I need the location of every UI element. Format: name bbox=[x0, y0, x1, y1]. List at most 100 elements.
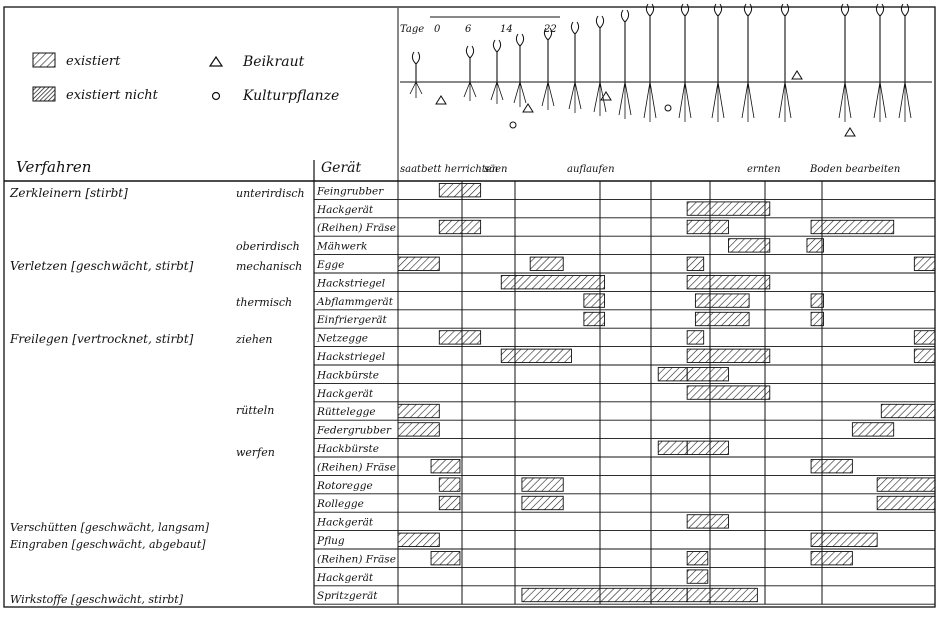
phase-label-boden: Boden bearbeiten bbox=[809, 164, 900, 175]
treatment-bar bbox=[686, 569, 709, 584]
device-label: (Reihen) Fräse bbox=[317, 553, 396, 565]
legend-label-exists: existiert bbox=[66, 54, 121, 69]
plant-root bbox=[513, 81, 527, 107]
timeline-tick-22: 22 bbox=[543, 24, 557, 35]
device-label: Hackstriegel bbox=[316, 277, 385, 289]
device-label: Abflammgerät bbox=[316, 296, 394, 308]
weed-triangle-icon bbox=[208, 55, 224, 67]
mode-thermisch: thermisch bbox=[236, 296, 292, 309]
treatment-bar bbox=[521, 477, 564, 492]
treatment-bar bbox=[810, 219, 895, 235]
treatment-grid: Feingrubber Hackgerät (Reihen) Fräse Mähwer… bbox=[4, 8, 936, 605]
phase-label-auflaufen: auflaufen bbox=[567, 164, 615, 175]
weed-triangle-icon bbox=[844, 127, 856, 137]
treatment-bar bbox=[686, 440, 729, 455]
device-label: Hackbürste bbox=[316, 443, 379, 455]
treatment-bar bbox=[500, 275, 605, 290]
plant-root bbox=[838, 81, 852, 122]
treatment-bar bbox=[438, 219, 482, 235]
legend-swatch-not-exists bbox=[32, 86, 56, 102]
header-geraet: Gerät bbox=[321, 160, 362, 176]
plant-leaf bbox=[543, 27, 553, 41]
weed-triangle-icon bbox=[435, 95, 447, 105]
treatment-bar bbox=[438, 330, 482, 345]
mode-ziehen: ziehen bbox=[235, 333, 273, 346]
device-label: Spritzgerät bbox=[317, 590, 378, 602]
treatment-bar bbox=[397, 532, 440, 547]
device-label: Federgrubber bbox=[316, 425, 392, 437]
plant-leaf bbox=[840, 3, 850, 17]
plant-leaf bbox=[645, 3, 655, 17]
treatment-bar bbox=[810, 459, 853, 474]
plant-root bbox=[568, 81, 582, 113]
device-label: Hackgerät bbox=[316, 517, 374, 529]
weed-triangle-icon bbox=[522, 103, 534, 113]
plant-root bbox=[898, 81, 912, 122]
treatment-bar bbox=[728, 238, 771, 253]
plant-leaf bbox=[680, 3, 690, 17]
treatment-bar bbox=[686, 256, 705, 271]
treatment-bar bbox=[583, 293, 605, 308]
treatment-bar bbox=[430, 459, 461, 474]
weed-triangle-icon bbox=[791, 70, 803, 80]
device-label: (Reihen) Fräse bbox=[317, 222, 396, 234]
treatment-bar bbox=[686, 201, 771, 216]
timeline-tick-14: 14 bbox=[500, 24, 513, 35]
procedure-zerkleinern: Zerkleinern [stirbt] bbox=[9, 186, 128, 200]
plant-growth-illustration: Tage 0 6 14 22 bbox=[400, 3, 932, 137]
device-label: Pflug bbox=[316, 535, 345, 547]
plant-root bbox=[643, 81, 657, 122]
plant-root bbox=[593, 81, 607, 116]
plant-root bbox=[741, 81, 755, 122]
treatment-bar bbox=[806, 238, 824, 253]
device-label: Netzegge bbox=[316, 333, 368, 345]
plant-leaf bbox=[900, 3, 910, 17]
timeline-label: Tage bbox=[400, 24, 424, 35]
treatment-bar bbox=[583, 311, 605, 327]
legend-label-crop: Kulturpflanze bbox=[242, 88, 339, 104]
treatment-bar bbox=[694, 311, 750, 327]
treatment-bar bbox=[880, 403, 936, 419]
device-label: Feingrubber bbox=[316, 185, 384, 197]
treatment-bar bbox=[521, 587, 688, 603]
plant-root bbox=[541, 81, 555, 110]
treatment-bar bbox=[397, 403, 440, 419]
treatment-bar bbox=[686, 551, 709, 566]
device-label: Hackgerät bbox=[316, 204, 374, 216]
device-label: Hackstriegel bbox=[316, 351, 385, 363]
legend: existiert existiert nicht Beikraut Kultu… bbox=[32, 52, 339, 104]
device-label: Egge bbox=[316, 259, 344, 271]
device-label: Mähwerk bbox=[316, 241, 367, 253]
treatment-bar bbox=[913, 330, 936, 345]
treatment-bar bbox=[876, 495, 936, 511]
mode-werfen: werfen bbox=[236, 446, 275, 459]
plant-root bbox=[711, 81, 725, 122]
procedure-verletzen: Verletzen [geschwächt, stirbt] bbox=[10, 259, 194, 273]
procedure-verschuetten: Verschütten [geschwächt, langsam] bbox=[10, 521, 210, 534]
treatment-bar bbox=[913, 348, 936, 363]
header-verfahren: Verfahren bbox=[16, 158, 91, 176]
procedure-freilegen: Freilegen [vertrocknet, stirbt] bbox=[9, 332, 194, 346]
treatment-bar bbox=[694, 293, 750, 308]
treatment-bar bbox=[438, 495, 461, 511]
plant-leaf bbox=[875, 3, 885, 17]
plant-leaf bbox=[743, 3, 753, 17]
treatment-bar bbox=[430, 551, 461, 566]
timeline-tick-6: 6 bbox=[465, 24, 472, 35]
legend-label-weed: Beikraut bbox=[242, 54, 305, 70]
device-label: Rüttelegge bbox=[316, 406, 376, 418]
device-label: (Reihen) Fräse bbox=[317, 461, 396, 473]
crop-circle-icon bbox=[664, 104, 672, 112]
crop-circle-icon bbox=[509, 121, 517, 129]
plant-leaf bbox=[595, 15, 605, 29]
treatment-bar bbox=[686, 275, 771, 290]
phase-label-saeen: säen bbox=[484, 164, 507, 175]
treatment-bar bbox=[686, 385, 771, 400]
treatment-bar bbox=[686, 219, 729, 235]
treatment-bar bbox=[657, 440, 688, 455]
device-label: Rotoregge bbox=[316, 480, 373, 492]
treatment-bar bbox=[397, 256, 440, 271]
treatment-bar bbox=[876, 477, 936, 492]
plant-leaf bbox=[620, 9, 630, 23]
